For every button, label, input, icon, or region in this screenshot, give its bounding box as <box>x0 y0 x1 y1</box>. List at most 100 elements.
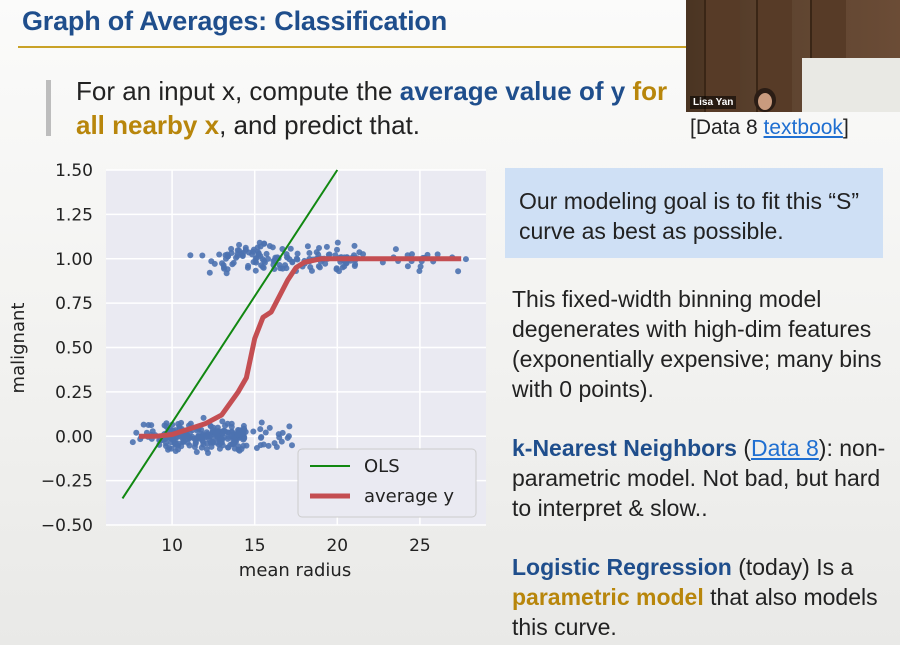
scatter-point <box>220 262 227 269</box>
scatter-point <box>289 258 296 265</box>
logreg-paragraph: Logistic Regression (today) Is a paramet… <box>512 552 892 642</box>
scatter-point <box>326 251 333 258</box>
x-tick-label: 10 <box>161 536 183 556</box>
lead-bold-average: average value of y <box>399 76 626 106</box>
scatter-point <box>140 421 147 428</box>
scatter-point <box>206 269 213 276</box>
scatter-point <box>287 245 294 252</box>
scatter-point <box>228 245 235 252</box>
scatter-point <box>404 263 411 270</box>
scatter-point <box>192 437 199 444</box>
lead-text: For an input x, compute the average valu… <box>76 74 676 142</box>
y-tick-label: 1.50 <box>55 161 93 181</box>
scatter-point <box>148 422 155 429</box>
logreg-mid: (today) Is a <box>731 554 854 580</box>
scatter-point <box>232 437 239 444</box>
scatter-point <box>240 442 247 449</box>
scatter-point <box>262 429 269 436</box>
scatter-point <box>306 250 313 257</box>
scatter-point <box>240 422 247 429</box>
scatter-point <box>278 438 285 445</box>
scatter-point <box>224 266 231 273</box>
y-tick-label: 0.00 <box>55 427 93 447</box>
scatter-point <box>261 258 268 265</box>
scatter-point <box>269 244 276 251</box>
cite-prefix: [Data 8 <box>690 116 764 139</box>
y-tick-label: 0.25 <box>55 383 93 403</box>
knn-data8-link[interactable]: Data 8 <box>751 435 819 461</box>
scatter-point <box>258 419 265 426</box>
scatter-point <box>225 444 232 451</box>
y-tick-label: −0.50 <box>41 516 93 536</box>
x-tick-label: 25 <box>409 536 431 556</box>
scatter-point <box>252 267 259 274</box>
scatter-point <box>208 443 215 450</box>
scatter-point <box>210 424 217 431</box>
scatter-point <box>249 248 256 255</box>
scatter-point <box>183 436 190 443</box>
scatter-point <box>133 429 140 436</box>
lead-bold-nearby: for all nearby x <box>76 76 668 140</box>
scatter-point <box>149 428 156 435</box>
legend: OLS average y <box>297 448 477 518</box>
knn-paragraph: k-Nearest Neighbors (Data 8): non-parame… <box>512 433 892 523</box>
scatter-point <box>434 251 441 258</box>
scatter-point <box>288 442 295 449</box>
cite-suffix: ] <box>842 116 849 139</box>
scatter-point <box>279 429 286 436</box>
scatter-point <box>284 434 291 441</box>
scatter-point <box>252 259 259 266</box>
y-tick-label: −0.25 <box>41 472 93 492</box>
speaker-video: Lisa Yan <box>686 0 900 112</box>
scatter-point <box>245 262 252 269</box>
scatter-point <box>234 251 241 258</box>
scatter-point <box>266 424 273 431</box>
scatter-point <box>230 259 237 266</box>
scatter-point <box>198 444 205 451</box>
scatter-point <box>175 446 182 453</box>
y-axis-label: malignant <box>8 303 29 394</box>
y-tick-label: 0.75 <box>55 294 93 314</box>
scatter-point <box>203 446 210 453</box>
scatter-point <box>235 443 242 450</box>
scatter-point <box>282 262 289 269</box>
legend-ols-label: OLS <box>364 456 400 477</box>
scatter-point <box>334 239 341 246</box>
scatter-point <box>212 431 219 438</box>
goal-callout: Our modeling goal is to fit this “S” cur… <box>505 168 883 258</box>
x-axis-label: mean radius <box>239 560 351 581</box>
scatter-point <box>202 432 209 439</box>
scatter-point <box>258 434 265 441</box>
scatter-point <box>187 252 194 259</box>
scatter-point <box>304 243 311 250</box>
scatter-point <box>333 265 340 272</box>
x-tick-label: 15 <box>244 536 266 556</box>
speaker-face <box>758 93 772 110</box>
scatter-point <box>315 263 322 270</box>
scatter-point <box>228 432 235 439</box>
knn-rest: ): non-parametric model. Not bad, but ha… <box>512 435 886 521</box>
scatter-point <box>199 437 206 444</box>
scatter-point <box>219 430 226 437</box>
video-door-left <box>704 0 740 112</box>
scatter-point <box>334 246 341 253</box>
scatter-point <box>323 243 330 250</box>
chart: 1.50 1.25 1.00 0.75 0.50 0.25 0.00 −0.25 −0.50 1… <box>8 161 486 581</box>
legend-avg-label: average y <box>364 486 454 507</box>
scatter-point <box>199 252 206 259</box>
scatter-point <box>270 257 277 264</box>
scatter-point <box>308 267 315 274</box>
scatter-point <box>263 250 270 257</box>
logreg-bold: parametric model <box>512 584 704 610</box>
quote-bar <box>46 80 51 136</box>
scatter-point <box>187 420 194 427</box>
scatter-point <box>283 251 290 258</box>
y-tick-labels: 1.50 1.25 1.00 0.75 0.50 0.25 0.00 −0.25 −0.50 <box>41 161 93 536</box>
title-underline <box>18 46 686 48</box>
scatter-point <box>277 265 284 272</box>
textbook-link[interactable]: textbook <box>763 116 843 139</box>
ols-line <box>121 169 339 499</box>
scatter-point <box>211 260 218 267</box>
scatter-point <box>162 440 169 447</box>
